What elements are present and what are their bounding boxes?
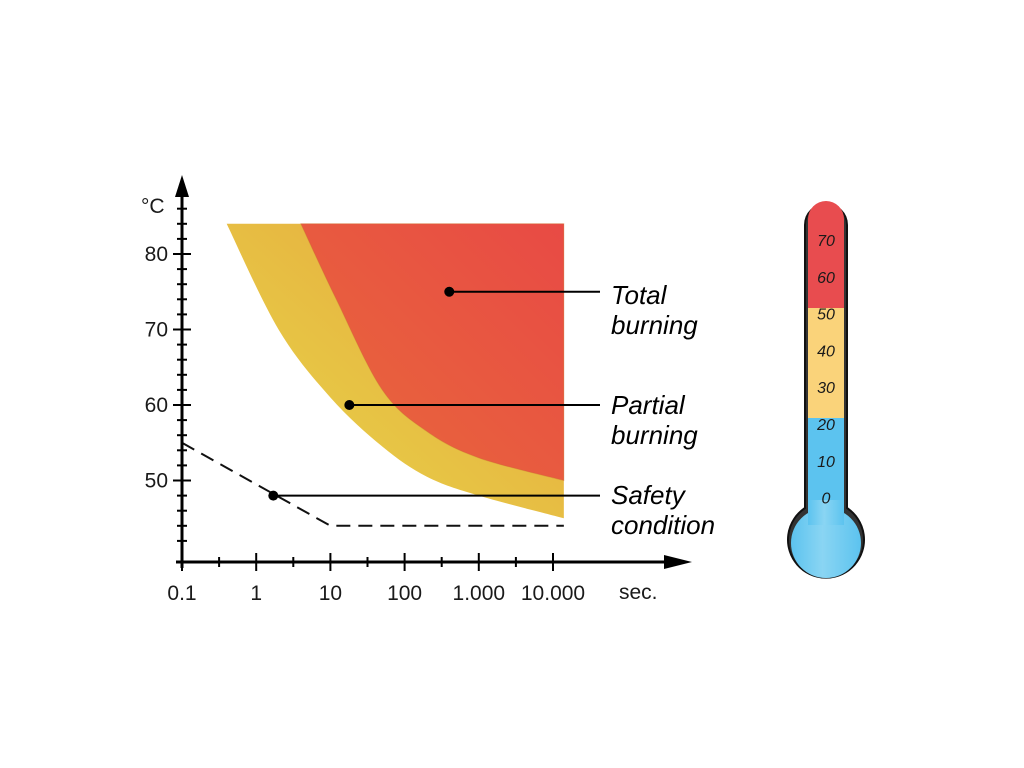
- thermometer-label: 10: [817, 454, 835, 471]
- x-tick-label: 100: [387, 582, 422, 605]
- x-axis: 0.1 1 10 100 1.000 10.000 sec.: [167, 553, 692, 605]
- thermometer-label: 50: [817, 307, 835, 324]
- total-burning-label: Total burning: [611, 280, 698, 340]
- safety-condition-label: Safety condition: [611, 480, 715, 540]
- thermometer: 70 60 50 40 30 20 10 0: [787, 201, 865, 579]
- y-axis: 50 60 70 80 °C: [141, 175, 191, 568]
- chart-plot: 50 60 70 80 °C 0.1 1 10 100 1.000 10.000 sec. To…: [141, 175, 715, 605]
- thermometer-label: 20: [816, 417, 835, 434]
- partial-burning-label: Partial burning: [611, 390, 698, 450]
- x-tick-label: 1.000: [453, 582, 506, 605]
- y-tick-label: 80: [145, 243, 168, 266]
- x-tick-label: 1: [250, 582, 262, 605]
- y-tick-label: 60: [145, 394, 168, 417]
- y-axis-arrow: [175, 175, 189, 197]
- x-tick-label: 0.1: [167, 582, 196, 605]
- x-axis-unit: sec.: [619, 581, 658, 604]
- thermometer-hot-band-fill: [808, 225, 844, 311]
- total-burning-region: [300, 223, 565, 482]
- thermometer-label: 40: [817, 343, 835, 360]
- annotations: Total burning Partial burning Safety con…: [268, 280, 715, 540]
- x-tick-label: 10.000: [521, 582, 585, 605]
- thermometer-warm-band: [808, 308, 844, 419]
- partial-burning-marker: [344, 400, 355, 410]
- total-burning-marker: [444, 286, 455, 297]
- thermometer-label: 0: [822, 491, 831, 508]
- safety-condition-marker: [268, 490, 279, 501]
- safety-condition-line: [181, 441, 564, 527]
- thermometer-label: 30: [817, 380, 835, 397]
- x-axis-arrow: [664, 555, 692, 569]
- y-tick-label: 50: [145, 470, 168, 493]
- thermometer-bulb-neck: [808, 500, 844, 525]
- thermometer-label: 70: [817, 233, 835, 250]
- x-tick-label: 10: [319, 582, 342, 605]
- y-axis-unit: °C: [141, 195, 165, 218]
- thermometer-bulb: [791, 508, 861, 578]
- thermometer-label: 60: [817, 270, 835, 287]
- y-tick-label: 70: [145, 319, 168, 342]
